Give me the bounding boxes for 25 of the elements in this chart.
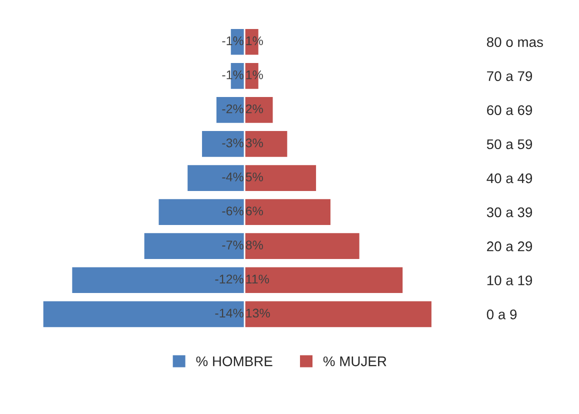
data-label: -7% [222,240,244,250]
legend-label: % HOMBRE [196,356,272,366]
data-label: 6% [246,206,263,216]
y-tick-label: 60 a 69 [487,105,532,116]
data-label: -3% [222,138,244,148]
y-tick-label: 10 a 19 [487,275,532,286]
y-tick-label: 0 a 9 [486,310,517,320]
data-label: -12% [215,274,244,284]
data-label: 11% [246,274,269,284]
y-tick-label: 40 a 49 [486,173,532,184]
y-tick-label: 30 a 39 [486,207,532,218]
data-label: 8% [246,240,263,250]
data-label: 2% [246,104,263,114]
data-label: -4% [222,172,244,182]
data-label: 3% [246,138,263,148]
data-label: -6% [222,206,244,216]
y-tick-label: 20 a 29 [487,241,532,252]
data-label: 5% [246,172,263,182]
data-label: 13% [246,308,270,318]
data-label: -2% [222,104,244,114]
data-label: -14% [215,308,244,318]
y-tick-label: 50 a 59 [486,139,532,150]
y-tick-label: 80 o mas [486,37,543,48]
y-tick-label: 70 a 79 [487,71,532,82]
legend-label: % MUJER [323,356,386,366]
